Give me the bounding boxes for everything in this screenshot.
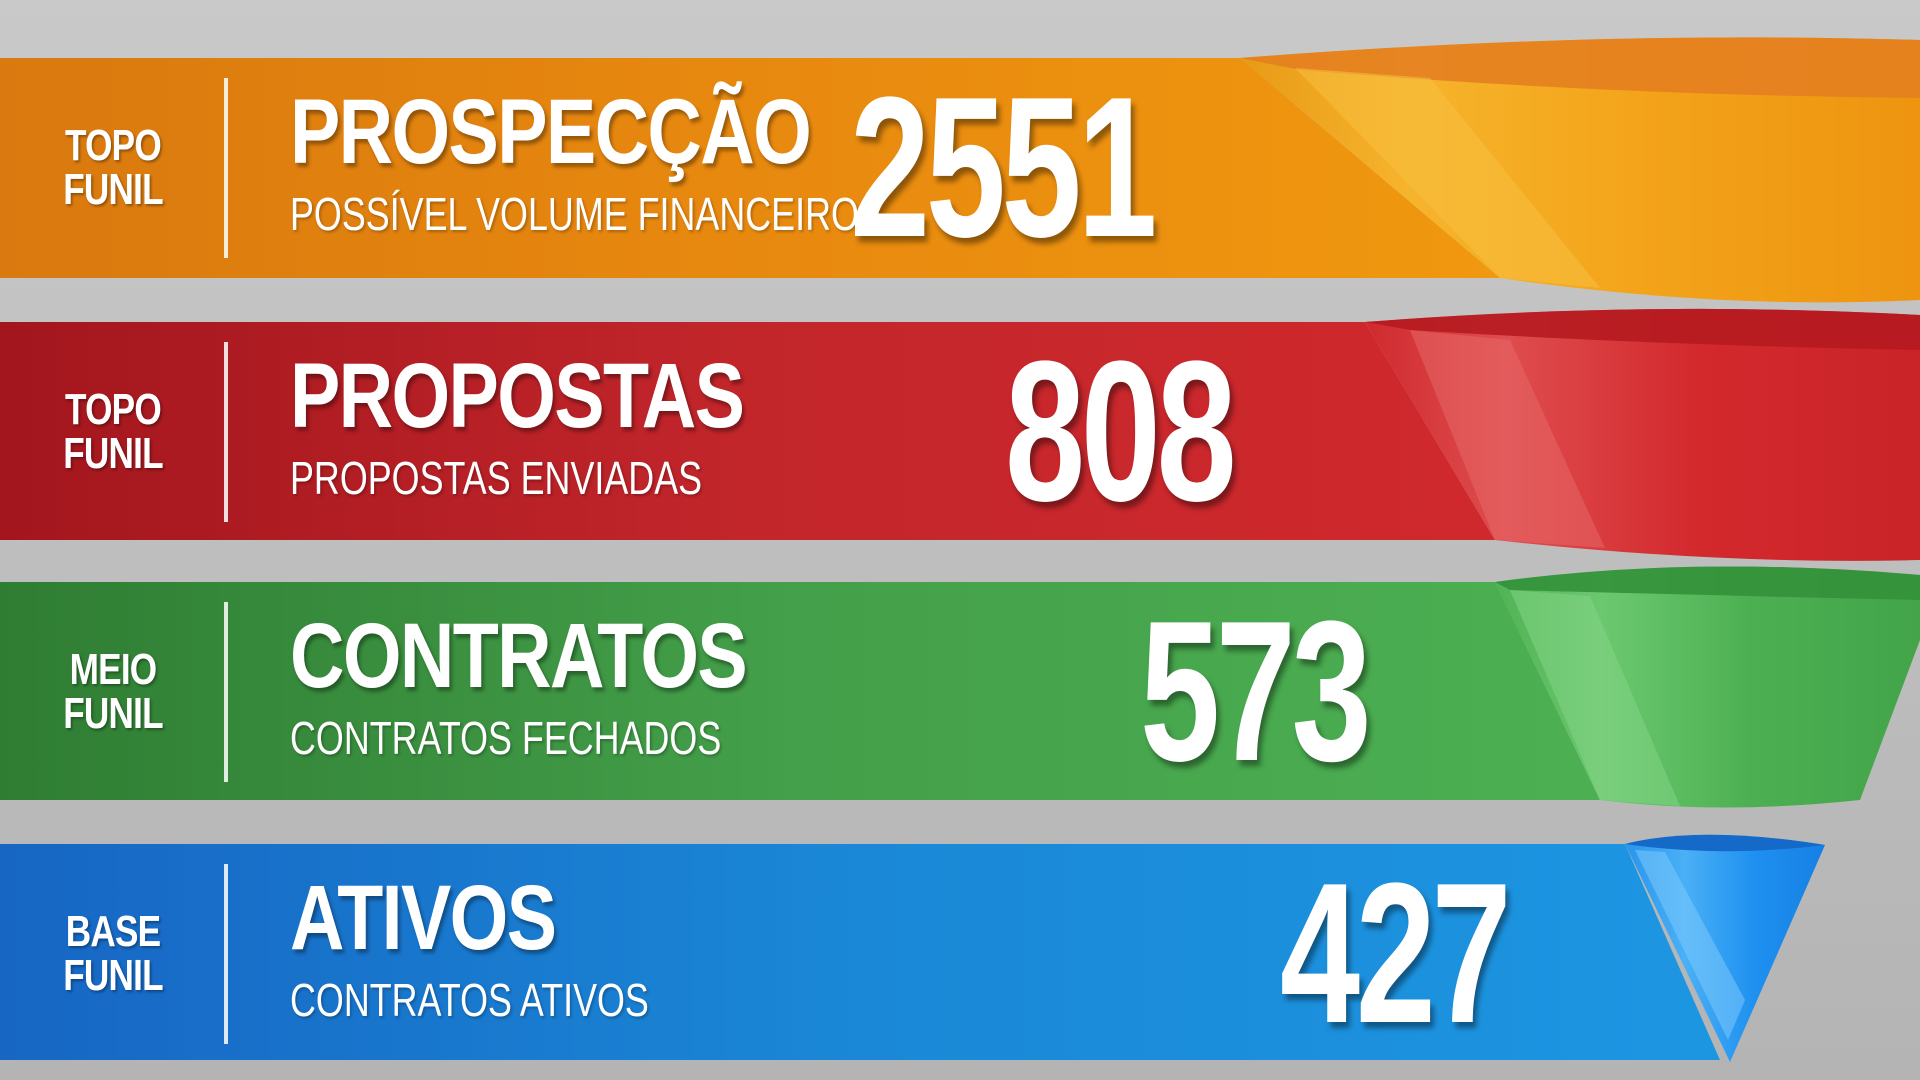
- funnel-tier-red: [0, 308, 1920, 561]
- stage-value: 427: [1280, 842, 1512, 1065]
- stage-label-line1: TOPO: [65, 121, 162, 170]
- stage-label-line1: MEIO: [69, 645, 158, 694]
- stage-label-line2: FUNIL: [63, 165, 163, 214]
- divider: [224, 342, 228, 522]
- funnel-stage-propostas: TOPO FUNIL PROPOSTAS PROPOSTAS ENVIADAS …: [0, 322, 1365, 542]
- stage-value: 573: [1140, 580, 1372, 803]
- stage-title: PROPOSTAS: [290, 345, 745, 447]
- stage-label-line2: FUNIL: [63, 689, 163, 738]
- stage-subtitle: PROPOSTAS ENVIADAS: [290, 452, 703, 504]
- stage-label: TOPO FUNIL: [23, 322, 204, 542]
- stage-title: CONTRATOS: [290, 605, 748, 707]
- funnel-stage-contratos: MEIO FUNIL CONTRATOS CONTRATOS FECHADOS …: [0, 582, 1495, 802]
- stage-subtitle: CONTRATOS ATIVOS: [290, 974, 649, 1026]
- stage-value: 2551: [850, 56, 1157, 279]
- stage-label: MEIO FUNIL: [23, 582, 204, 802]
- stage-title: ATIVOS: [290, 867, 557, 969]
- divider: [224, 78, 228, 258]
- stage-subtitle: CONTRATOS FECHADOS: [290, 712, 722, 764]
- funnel-stage-ativos: BASE FUNIL ATIVOS CONTRATOS ATIVOS 427: [0, 844, 1625, 1064]
- stage-value: 808: [1005, 320, 1237, 543]
- stage-label-line2: FUNIL: [63, 429, 163, 478]
- stage-label-line2: FUNIL: [63, 951, 163, 1000]
- stage-title: PROSPECÇÃO: [290, 81, 812, 183]
- divider: [224, 864, 228, 1044]
- stage-label: TOPO FUNIL: [23, 58, 204, 278]
- stage-label-line1: TOPO: [65, 385, 162, 434]
- stage-label-line1: BASE: [65, 907, 161, 956]
- stage-subtitle: POSSÍVEL VOLUME FINANCEIRO: [290, 188, 859, 240]
- stage-label: BASE FUNIL: [23, 844, 204, 1064]
- funnel-tier-green: [0, 566, 1920, 808]
- divider: [224, 602, 228, 782]
- funnel-tier-blue: [0, 834, 1825, 1062]
- funnel-stage-prospeccao: TOPO FUNIL PROSPECÇÃO POSSÍVEL VOLUME FI…: [0, 58, 1240, 278]
- funnel-tier-orange: [0, 37, 1920, 303]
